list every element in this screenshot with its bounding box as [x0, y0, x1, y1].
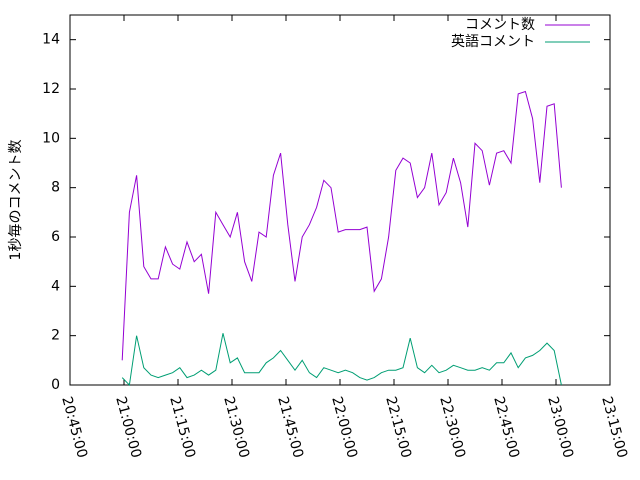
series-line	[121, 90, 562, 361]
x-tick-label: 21:00:00	[112, 395, 144, 460]
x-tick-label: 21:30:00	[220, 395, 252, 460]
y-tick-label: 12	[42, 81, 60, 97]
legend-label: 英語コメント	[451, 33, 535, 50]
y-tick-label: 6	[51, 229, 60, 245]
plot-border	[69, 14, 611, 386]
y-tick-label: 2	[51, 328, 60, 344]
y-axis-label: 1秒毎のコメント数	[8, 140, 24, 261]
x-tick-label: 21:45:00	[274, 395, 306, 460]
x-tick-label: 22:30:00	[436, 395, 468, 460]
x-tick-label: 23:00:00	[544, 395, 576, 460]
x-tick-label: 22:45:00	[490, 395, 522, 460]
series-line	[121, 333, 562, 387]
x-tick-label: 23:15:00	[598, 395, 630, 460]
x-tick-label: 22:15:00	[382, 395, 414, 460]
x-tick-label: 21:15:00	[166, 395, 198, 460]
x-tick-label: 20:45:00	[58, 395, 90, 460]
y-tick-label: 0	[51, 377, 60, 393]
y-tick-label: 10	[42, 130, 60, 146]
y-tick-label: 4	[51, 278, 60, 294]
legend-label: コメント数	[465, 17, 535, 33]
y-tick-label: 8	[51, 180, 60, 196]
x-tick-label: 22:00:00	[328, 395, 360, 460]
y-tick-label: 14	[42, 32, 60, 48]
